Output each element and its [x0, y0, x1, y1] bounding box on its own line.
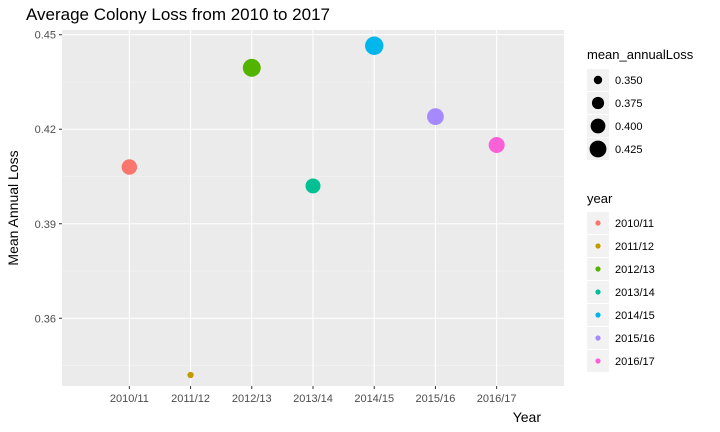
- size-legend-label: 0.375: [615, 98, 643, 110]
- size-legend-label: 0.350: [615, 75, 643, 87]
- data-point: [187, 371, 194, 379]
- color-legend-symbol: [595, 220, 601, 226]
- data-point: [427, 108, 444, 126]
- data-point: [488, 136, 505, 154]
- y-axis: 0.36 0.39 0.42 0.45: [35, 30, 62, 325]
- size-legend: mean_annualLoss 0.350 0.375 0.400 0.425: [587, 47, 694, 160]
- size-legend-symbol: [590, 118, 606, 134]
- data-point: [242, 58, 261, 77]
- size-legend-symbol: [591, 96, 605, 110]
- color-legend-symbol: [595, 358, 601, 364]
- x-tick-label: 2014/15: [354, 393, 394, 405]
- size-legend-title: mean_annualLoss: [587, 47, 694, 62]
- x-tick-label: 2012/13: [232, 393, 272, 405]
- data-point: [121, 159, 138, 175]
- x-tick-label: 2016/17: [477, 393, 517, 405]
- size-legend-symbol: [593, 75, 603, 85]
- y-tick-label: 0.39: [35, 219, 56, 231]
- color-legend-label: 2016/17: [615, 356, 655, 368]
- color-legend-symbol: [595, 312, 601, 318]
- y-tick-label: 0.45: [35, 30, 56, 42]
- y-tick-label: 0.42: [35, 124, 56, 136]
- x-tick-label: 2013/14: [293, 393, 333, 405]
- major-gridlines: [62, 30, 564, 386]
- data-point: [305, 178, 321, 194]
- color-legend-label: 2010/11: [615, 218, 654, 230]
- color-legend: year 2010/11 2011/12 2012/13 2013/14 2014/15…: [587, 191, 655, 372]
- chart-title: Average Colony Loss from 2010 to 2017: [26, 5, 330, 24]
- color-legend-label: 2013/14: [615, 287, 655, 299]
- x-axis: 2010/11 2011/12 2012/13 2013/14 2014/15 2015/…: [110, 386, 517, 405]
- color-legend-symbol: [595, 335, 601, 341]
- size-legend-label: 0.425: [615, 144, 643, 156]
- y-tick-label: 0.36: [35, 313, 56, 325]
- color-legend-label: 2011/12: [615, 241, 654, 253]
- color-legend-title: year: [587, 191, 613, 206]
- data-point: [365, 36, 384, 55]
- size-legend-label: 0.400: [615, 121, 643, 133]
- x-tick-label: 2011/12: [171, 393, 210, 405]
- x-axis-title: Year: [513, 409, 542, 425]
- color-legend-symbol: [595, 289, 601, 295]
- size-legend-symbol: [589, 140, 607, 158]
- data-points: [121, 36, 505, 379]
- color-legend-symbol: [595, 243, 601, 249]
- x-tick-label: 2010/11: [110, 393, 149, 405]
- color-legend-symbol: [595, 266, 601, 272]
- x-tick-label: 2015/16: [416, 393, 456, 405]
- color-legend-label: 2014/15: [615, 310, 655, 322]
- color-legend-label: 2015/16: [615, 333, 655, 345]
- color-legend-label: 2012/13: [615, 264, 655, 276]
- y-axis-title: Mean Annual Loss: [5, 150, 21, 265]
